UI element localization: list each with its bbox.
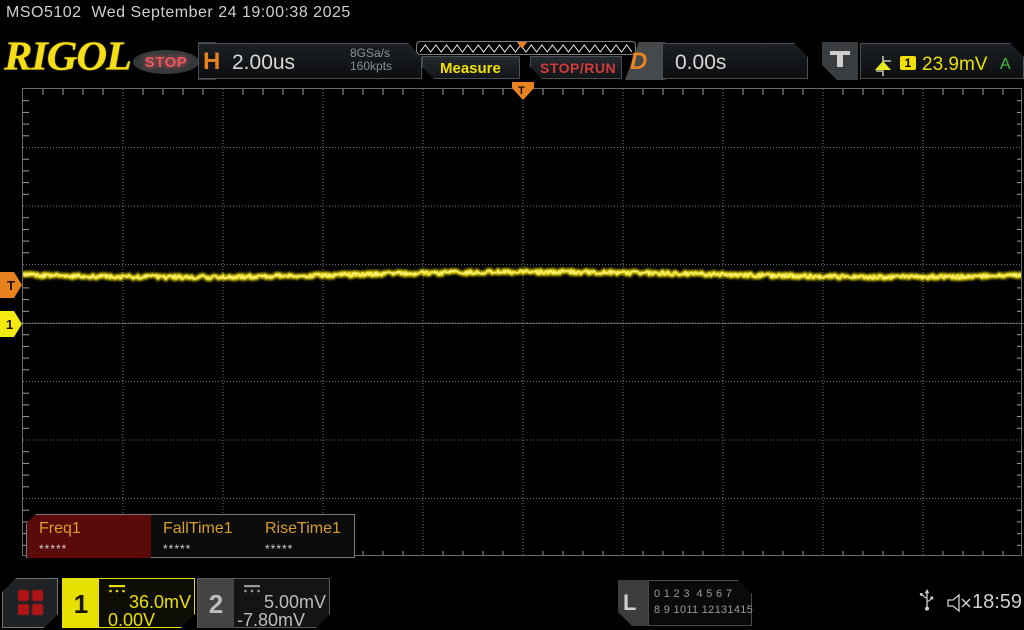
svg-text:T: T	[7, 278, 15, 293]
svg-text:T: T	[518, 85, 525, 97]
svg-text:1: 1	[6, 317, 13, 332]
